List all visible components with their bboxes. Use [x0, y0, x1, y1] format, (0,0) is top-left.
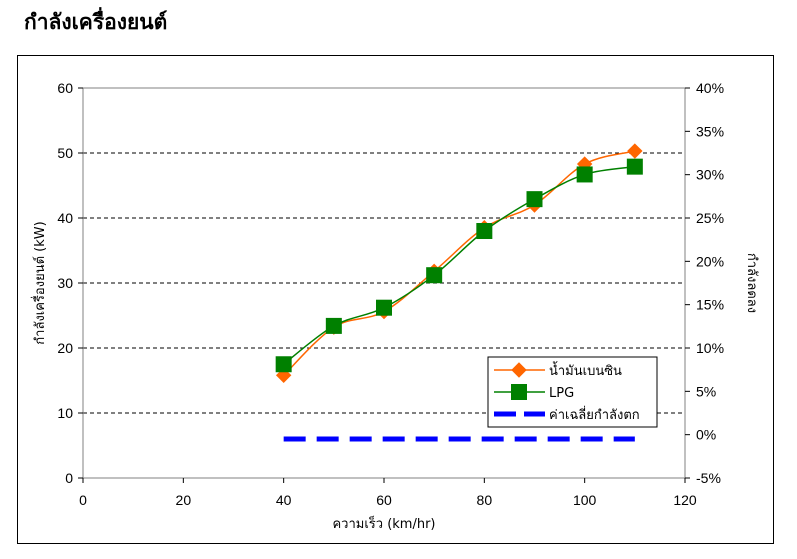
series-line — [283, 165, 635, 365]
data-point — [476, 223, 493, 239]
left-tick-label: 50 — [57, 145, 73, 161]
right-tick-label: 10% — [696, 340, 724, 356]
legend-label: น้ำมันเบนซิน — [549, 361, 622, 379]
right-tick-label: 15% — [696, 297, 724, 313]
right-axis-ticks: -5% 0% 5% 10% 15% 20% 25% 30% 35% 40% — [685, 80, 724, 486]
left-axis-ticks: 0 10 20 30 40 50 60 — [57, 80, 83, 486]
legend: น้ำมันเบนซิน LPG ค่าเฉลี่ยกำลังตก — [487, 356, 658, 428]
legend-marker — [511, 362, 527, 378]
right-tick-label: 25% — [696, 210, 724, 226]
x-tick-label: 80 — [477, 492, 493, 508]
x-tick-label: 60 — [376, 492, 392, 508]
right-tick-label: 20% — [696, 253, 724, 269]
left-tick-label: 10 — [57, 405, 73, 421]
x-axis-ticks: 0 20 40 60 80 100 120 — [79, 478, 697, 508]
grid-lines — [83, 152, 685, 414]
right-tick-label: 30% — [696, 167, 724, 183]
right-tick-label: 35% — [696, 123, 724, 139]
x-tick-label: 40 — [276, 492, 292, 508]
legend-label: LPG — [549, 386, 574, 401]
x-axis-title: ความเร็ว (km/hr) — [332, 514, 435, 532]
left-tick-label: 40 — [57, 210, 73, 226]
series-layer — [275, 143, 643, 442]
y2-axis-title: กำลังลดลง — [744, 253, 759, 313]
data-point — [325, 317, 342, 334]
right-tick-label: 0% — [696, 427, 716, 443]
x-tick-label: 120 — [673, 492, 697, 508]
data-point — [626, 158, 643, 175]
x-tick-label: 20 — [176, 492, 192, 508]
left-tick-label: 20 — [57, 340, 73, 356]
legend-marker — [511, 384, 527, 400]
right-tick-label: -5% — [696, 470, 721, 486]
data-point — [576, 166, 593, 183]
data-point — [426, 267, 443, 284]
legend-label: ค่าเฉลี่ยกำลังตก — [549, 406, 640, 423]
page-title: กำลังเครื่องยนต์ — [24, 10, 168, 34]
left-tick-label: 60 — [57, 80, 73, 96]
series-1 — [275, 158, 643, 373]
data-point — [275, 356, 292, 373]
right-tick-label: 5% — [696, 383, 716, 399]
left-tick-label: 30 — [57, 275, 73, 291]
data-point — [627, 143, 643, 159]
chart-frame — [17, 55, 774, 544]
right-tick-label: 40% — [696, 80, 724, 96]
x-tick-label: 0 — [79, 492, 87, 508]
y-axis-title: กำลังเครื่องยนต์ (kW) — [31, 221, 48, 344]
data-point — [526, 191, 543, 208]
left-tick-label: 0 — [65, 470, 73, 486]
x-tick-label: 100 — [573, 492, 597, 508]
series-line — [283, 150, 636, 376]
data-point — [376, 299, 392, 316]
